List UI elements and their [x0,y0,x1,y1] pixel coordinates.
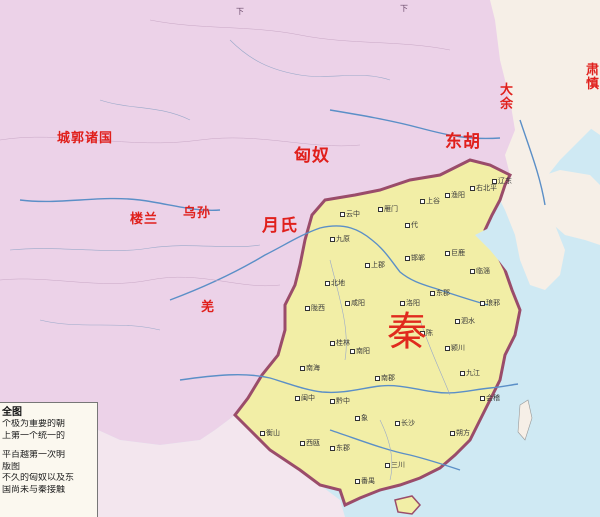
legend-line: 不久的匈奴以及东 [2,473,75,483]
region-label-xiongnu: 匈奴 [294,146,330,166]
map-margin-mark: 下 [400,4,408,13]
japan-land [575,40,600,135]
region-label-xiyu: 城郭诸国 [57,131,114,146]
bohai-sea [475,225,520,275]
northern-river [329,109,501,140]
city-label: 巨鹿 [445,250,465,257]
city-label: 九江 [460,370,480,377]
city-label: 西瓯 [300,440,320,447]
region-label-donghu: 东胡 [445,132,481,152]
city-label: 陇西 [305,305,325,312]
city-label: 衡山 [260,430,280,437]
city-label: 上谷 [420,198,440,205]
pearl-river [329,429,461,471]
city-label: 南郡 [375,375,395,382]
city-label: 泗水 [455,318,475,325]
legend-line: 平百越第一次明 [2,450,66,460]
city-label: 陈 [420,330,433,337]
minor-rivers [9,39,451,481]
city-label: 琅邪 [480,300,500,307]
city-label: 会稽 [480,395,500,402]
region-label-qin: 秦 [387,309,427,355]
city-label: 桂林 [330,340,350,347]
city-label: 代 [405,222,418,229]
taiwan-island [517,399,533,441]
korea-land [530,170,600,245]
legend-title: 全图 [2,407,22,418]
northeast-land [490,0,600,290]
legend-line: 国尚未与秦接触 [2,484,66,495]
city-label: 雁门 [378,206,398,213]
region-label-wusun: 乌孙 [183,206,212,221]
city-label: 临淄 [470,268,490,275]
city-label: 九原 [330,236,350,243]
city-label: 北地 [325,280,345,287]
city-label: 番禺 [355,478,375,485]
yangtze-river [179,373,519,394]
city-label: 上郡 [365,262,385,269]
legend-line: 版图 [2,461,21,472]
map-margin-mark: 下 [236,7,244,16]
region-label-yuezhi: 月氏 [262,216,298,236]
city-label: 闽中 [295,395,315,402]
xiongnu-land [0,0,515,445]
city-label: 长沙 [395,420,415,427]
legend-line: 个极为重要的朝 [2,419,66,429]
legend-gap [2,442,95,450]
city-label: 象 [355,415,368,422]
hainan-island [394,495,422,515]
city-label: 朔方 [450,430,470,437]
region-label-qiang: 羌 [201,300,216,315]
city-label: 渔阳 [445,192,465,199]
city-label: 洛阳 [400,300,420,307]
terrain-lines [0,19,451,287]
city-label: 东郡 [330,445,350,452]
city-label: 三川 [385,462,405,469]
city-label: 颍川 [445,345,465,352]
tarim-river [19,197,221,212]
city-label: 南阳 [350,348,370,355]
city-label: 辽东 [492,178,512,185]
legend-box: 全图 个极为重要的朝 上第一个统一的 平百越第一次明 版图 不久的匈奴以及东 国… [0,402,98,517]
city-label: 右北平 [470,185,497,192]
city-label: 东郡 [430,290,450,297]
legend-line: 上第一个统一的 [2,430,66,441]
city-label: 黔中 [330,398,350,405]
city-label: 邯郸 [405,255,425,262]
liao-river [519,119,546,206]
city-label: 南海 [300,365,320,372]
region-label-sushen: 肃慎 [586,63,600,92]
southwest-land [98,415,345,517]
city-label: 云中 [340,211,360,218]
region-label-dayu: 大余 [500,83,515,112]
city-label: 咸阳 [345,300,365,307]
region-label-loulan: 楼兰 [130,212,159,227]
